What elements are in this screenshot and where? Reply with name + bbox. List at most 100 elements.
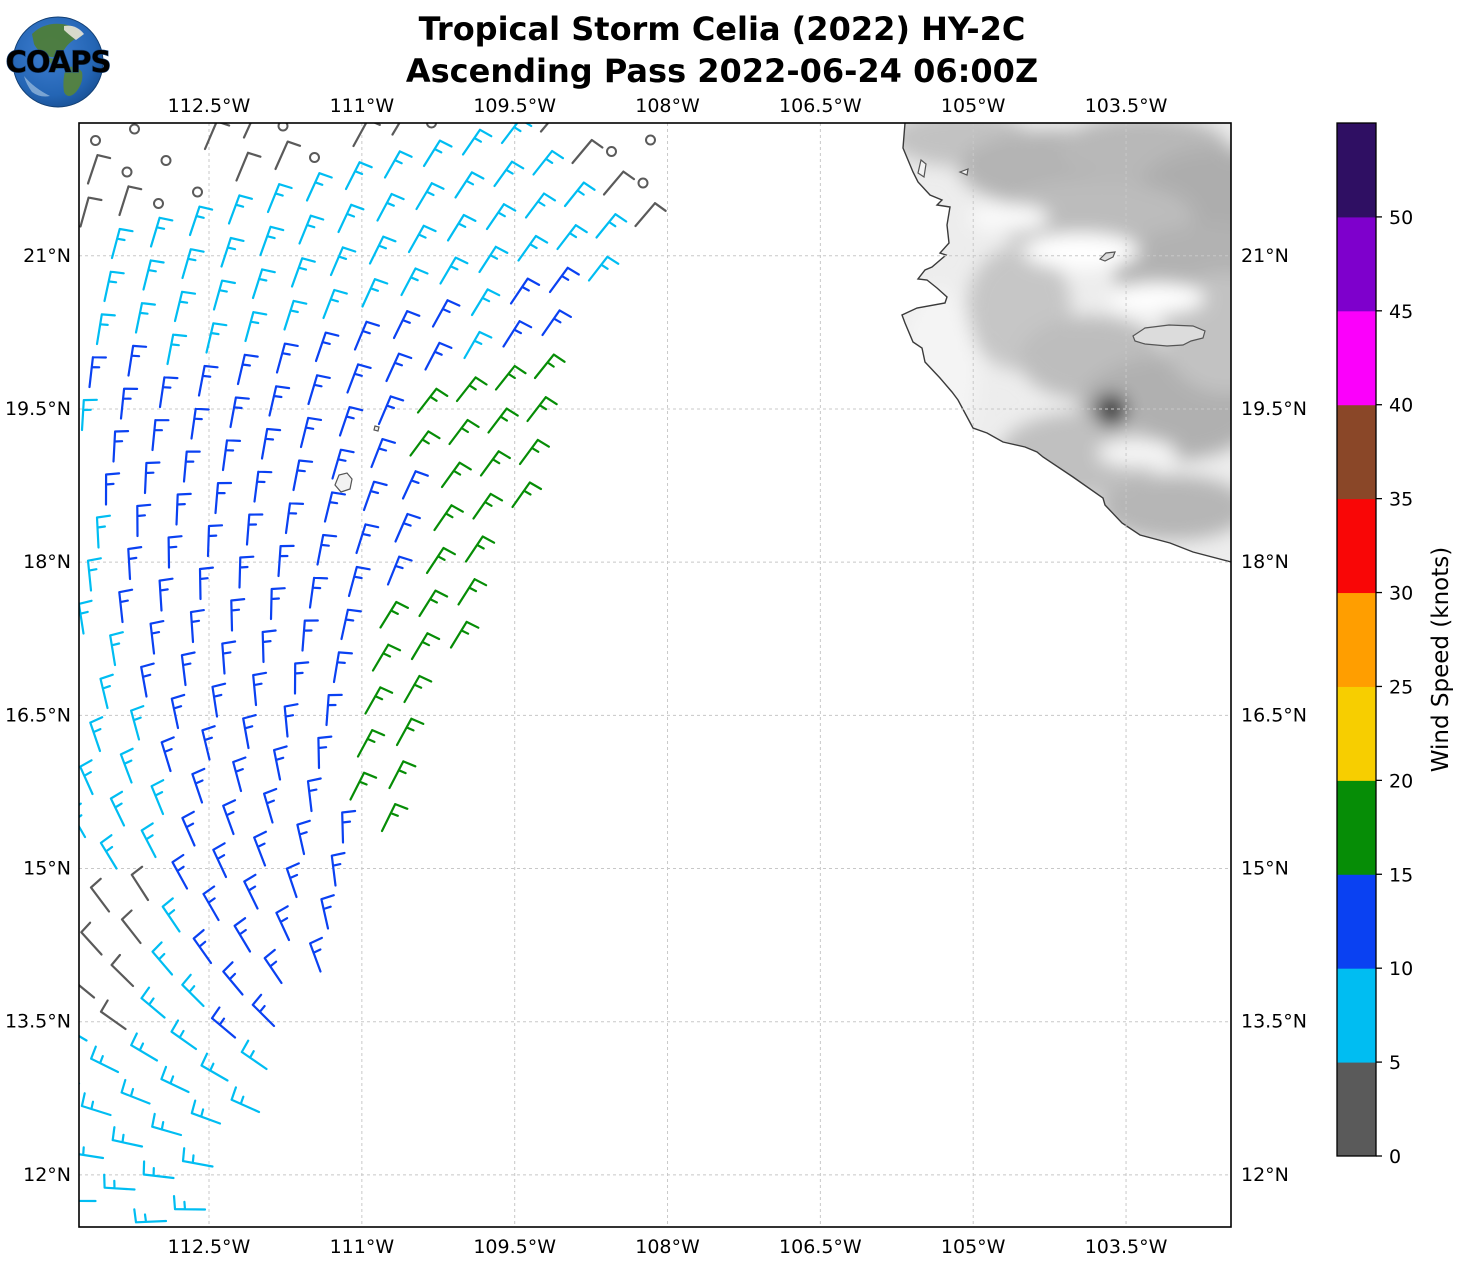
lat-tick-label-left: 15°N: [23, 858, 71, 880]
wind-barb: [222, 961, 244, 996]
lat-tick-label-right: 18°N: [1241, 551, 1289, 573]
wind-barb: [346, 363, 372, 394]
colorbar-tick-label: 30: [1389, 583, 1413, 605]
wind-barb: [383, 150, 413, 179]
wind-barb: [130, 1032, 159, 1062]
calm-wind-circle: [153, 198, 164, 209]
wind-barb: [127, 344, 148, 377]
wind-barb: [220, 236, 245, 268]
wind-barb: [80, 1092, 112, 1117]
wind-barb: [229, 396, 250, 429]
wind-barb: [587, 255, 620, 282]
calm-wind-circle: [121, 166, 133, 178]
wind-barb: [494, 364, 527, 391]
wind-barb: [99, 834, 118, 870]
lon-tick-label-bottom: 109.5°W: [473, 1236, 556, 1258]
wind-barb: [532, 149, 565, 176]
wind-barb: [349, 771, 378, 801]
wind-barb: [251, 268, 276, 300]
wind-barb: [457, 578, 488, 606]
wind-barb: [242, 714, 257, 750]
wind-barb: [140, 986, 166, 1019]
wind-barb: [347, 565, 371, 598]
wind-barb: [79, 759, 94, 796]
wind-barb: [99, 673, 114, 710]
colorbar-tick-label: 35: [1389, 489, 1413, 511]
wind-barb: [464, 535, 496, 563]
wind-barb: [293, 661, 310, 695]
wind-barb: [99, 999, 127, 1031]
wind-barb: [119, 387, 139, 420]
wind-barb: [433, 504, 464, 532]
wind-barb: [541, 309, 572, 337]
wind-barb: [142, 259, 165, 291]
wind-barb: [563, 181, 596, 208]
wind-barb: [120, 1078, 151, 1105]
lon-tick-label-top: 106.5°W: [779, 95, 862, 117]
lat-tick-label-right: 15°N: [1241, 858, 1289, 880]
wind-barb: [455, 376, 488, 403]
wind-barb: [244, 311, 268, 343]
title-line-1: Tropical Storm Celia (2022) HY-2C: [418, 10, 1026, 48]
wind-barb: [487, 407, 519, 434]
wind-barb: [376, 192, 405, 222]
wind-barb: [440, 461, 472, 489]
wind-barb: [182, 450, 201, 483]
wind-barb: [110, 227, 134, 260]
wind-barb: [320, 894, 335, 930]
wind-barb: [344, 161, 373, 191]
wind-barb: [380, 803, 409, 833]
wind-barb: [79, 1199, 97, 1203]
wind-barb: [446, 213, 477, 242]
wind-barb: [86, 154, 112, 185]
colorbar-segment: [1337, 780, 1376, 875]
colorbar-tick-label: 40: [1389, 395, 1413, 417]
wind-barb: [285, 862, 300, 899]
wind-barb: [306, 777, 322, 813]
wind-barb: [431, 299, 461, 328]
terrain-shading: [902, 123, 1231, 540]
wind-barb: [377, 395, 405, 426]
wind-barb: [283, 703, 299, 738]
wind-barb: [409, 430, 441, 457]
wind-barb: [243, 873, 259, 910]
wind-barb: [119, 747, 134, 784]
wind-barb: [261, 629, 277, 664]
wind-barb: [548, 266, 580, 294]
colorbar-border: [1336, 122, 1377, 1157]
wind-barb: [191, 767, 206, 804]
wind-barb: [317, 735, 333, 770]
wind-barb: [166, 333, 188, 366]
wind-barb: [140, 822, 157, 859]
lat-tick-label-left: 19.5°N: [5, 398, 71, 420]
wind-barb: [173, 290, 197, 323]
wind-barb: [305, 172, 333, 202]
lon-tick-label-bottom: 111°W: [330, 1236, 395, 1258]
colorbar-tick-label: 25: [1389, 676, 1413, 698]
logo-text: COAPS: [6, 45, 111, 79]
lat-tick-label-right: 21°N: [1241, 245, 1289, 267]
colorbar-tick-label: 15: [1389, 864, 1413, 886]
wind-barb: [361, 278, 389, 308]
wind-barb: [410, 632, 441, 661]
wind-barb: [403, 674, 433, 704]
wind-barb: [388, 760, 417, 790]
wind-barb: [212, 279, 236, 311]
wind-barb: [263, 948, 283, 985]
wind-barb: [479, 450, 511, 477]
wind-barb: [170, 693, 186, 730]
wind-barb: [454, 171, 485, 199]
wind-barb: [79, 1034, 88, 1042]
wind-barb: [461, 128, 493, 156]
lon-tick-label-bottom: 106.5°W: [779, 1236, 862, 1258]
wind-barb: [415, 182, 445, 211]
wind-barb: [329, 246, 357, 277]
wind-barb: [478, 245, 509, 274]
land-terrain: [901, 123, 1231, 563]
wind-barb: [235, 151, 262, 182]
wind-barb: [206, 524, 224, 558]
wind-barb: [296, 819, 311, 856]
lat-tick-label-left: 13.5°N: [5, 1011, 71, 1033]
wind-barb: [407, 224, 437, 254]
